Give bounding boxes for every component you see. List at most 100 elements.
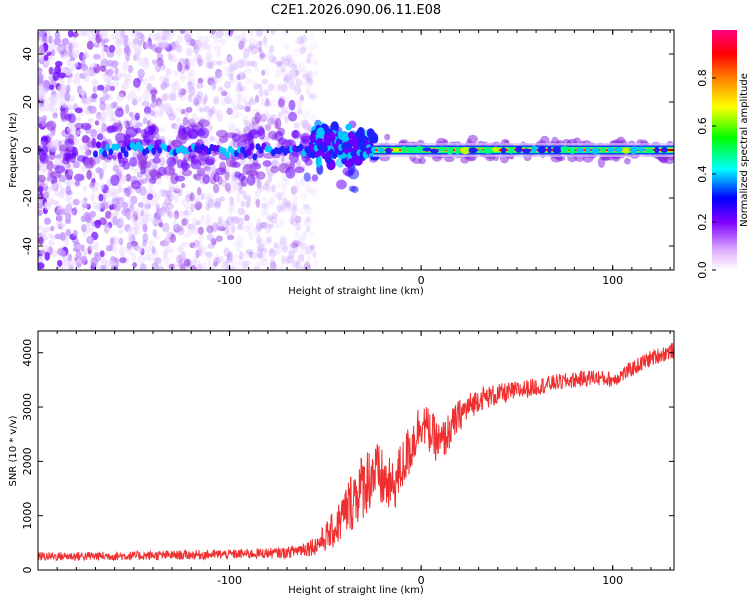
spectrogram-tone-blob xyxy=(422,147,432,152)
spectrogram-noise-cell xyxy=(241,38,247,45)
spectrogram-tone-blob xyxy=(607,147,614,153)
spectrogram-noise-cell xyxy=(169,202,174,212)
colorbar-tick-label: 0.2 xyxy=(696,213,709,231)
spectrogram-noise-cell xyxy=(120,84,126,90)
spectrogram-noise-cell xyxy=(227,204,234,211)
spectrogram-band-cell xyxy=(238,133,248,143)
spectrogram-noise-cell xyxy=(300,231,307,242)
spectrogram-ytick-label: 0 xyxy=(21,147,34,154)
spectrogram-noise-cell xyxy=(282,197,288,206)
spectrogram-noise-cell xyxy=(168,54,173,61)
spectrogram-noise-cell xyxy=(72,49,81,57)
spectrogram-noise-cell xyxy=(49,225,55,232)
spectrogram-noise-cell xyxy=(172,80,181,90)
spectrogram-noise-cell xyxy=(306,264,312,270)
spectrogram-noise-cell xyxy=(43,217,52,225)
spectrogram-noise-cell xyxy=(206,75,212,82)
spectrogram-noise-cell xyxy=(151,245,156,255)
spectrogram-tone-cell xyxy=(240,146,246,154)
spectrogram-noise-cell xyxy=(162,77,169,88)
spectrogram-noise-cell xyxy=(237,224,244,231)
spectrogram-noise-cell xyxy=(303,229,309,238)
spectrogram-noise-cell xyxy=(142,77,149,86)
spectrogram-noise-cell xyxy=(258,244,264,252)
spectrogram-noise-cell xyxy=(240,158,246,165)
spectrogram-noise-cell xyxy=(54,157,62,167)
spectrogram-noise-cell xyxy=(203,93,208,103)
spectrogram-noise-cell xyxy=(208,266,215,270)
spectrogram-noise-cell xyxy=(243,48,250,59)
spectrogram-noise-cell xyxy=(189,117,197,124)
spectrogram-tone-cell xyxy=(341,143,347,151)
spectrogram-noise-cell xyxy=(266,218,275,228)
spectrogram-noise-cell xyxy=(80,198,88,206)
snr-ytick-label: 0 xyxy=(21,567,34,574)
spectrogram-noise-cell xyxy=(310,33,315,44)
spectrogram-noise-cell xyxy=(111,75,120,81)
spectrogram-noise-cell xyxy=(165,106,172,113)
spectrogram-noise-cell xyxy=(292,199,299,209)
spectrogram-noise-cell xyxy=(165,106,174,117)
spectrogram-noise-cell xyxy=(291,260,300,268)
spectrogram-noise-cell xyxy=(93,61,98,68)
spectrogram-noise-cell xyxy=(126,185,132,196)
spectrogram-noise-cell xyxy=(204,192,213,201)
spectrogram-noise-cell xyxy=(236,35,244,42)
spectrogram-noise-cell xyxy=(165,208,170,217)
colorbar-tick-label: 0.4 xyxy=(696,165,709,183)
spectrogram-noise-cell xyxy=(307,206,313,216)
spectrogram-noise-cell xyxy=(152,217,160,227)
spectrogram-noise-cell xyxy=(280,106,288,115)
spectrogram-noise-cell xyxy=(265,225,271,235)
spectrogram-noise-cell xyxy=(240,96,247,103)
spectrogram-noise-cell xyxy=(274,182,281,188)
spectrogram-noise-cell xyxy=(171,42,176,51)
spectrogram-noise-cell xyxy=(197,187,202,196)
spectrogram-band-cell xyxy=(73,173,85,182)
spectrogram-noise-cell xyxy=(115,72,123,79)
spectrogram-noise-cell xyxy=(292,240,300,247)
spectrogram-noise-cell xyxy=(219,39,227,46)
spectrogram-noise-cell xyxy=(124,211,133,219)
spectrogram-noise-cell xyxy=(228,30,233,37)
spectrogram-noise-cell xyxy=(208,174,215,184)
spectrogram-noise-cell xyxy=(194,250,203,258)
spectrogram-noise-cell xyxy=(232,34,241,42)
spectrogram-noise-cell xyxy=(55,209,63,217)
spectrogram-noise-cell xyxy=(267,117,276,126)
spectrogram-noise-cell xyxy=(150,198,158,207)
spectrogram-noise-cell xyxy=(169,192,176,200)
spectrogram-noise-cell xyxy=(130,30,139,38)
spectrogram-noise-cell xyxy=(197,226,204,235)
spectrogram-noise-cell xyxy=(205,213,211,223)
spectrogram-noise-cell xyxy=(242,54,247,64)
spectrogram-noise-cell xyxy=(176,34,183,43)
spectrogram-noise-cell xyxy=(267,175,272,183)
spectrogram-noise-cell xyxy=(281,60,289,68)
spectrogram-noise-cell xyxy=(288,246,297,257)
spectrogram-noise-cell xyxy=(148,117,153,127)
spectrogram-noise-cell xyxy=(193,40,202,49)
spectrogram-noise-cell xyxy=(293,180,300,190)
spectrogram-noise-cell xyxy=(163,73,170,83)
spectrogram-noise-cell xyxy=(188,86,195,97)
spectrogram-noise-cell xyxy=(206,50,212,59)
spectrogram-noise-cell xyxy=(206,112,214,121)
spectrogram-tone-cell xyxy=(350,149,356,157)
spectrogram-noise-cell xyxy=(248,123,253,132)
spectrogram-noise-cell xyxy=(143,106,152,115)
spectrogram-tone-cell xyxy=(298,143,304,151)
spectrogram-noise-cell xyxy=(178,258,184,268)
spectrogram-noise-cell xyxy=(143,62,150,70)
spectrogram-noise-cell xyxy=(258,53,266,61)
spectrogram-noise-cell xyxy=(64,218,72,224)
spectrogram-noise-cell xyxy=(263,68,270,76)
spectrogram-noise-cell xyxy=(238,186,244,195)
snr-ytick-label: 2000 xyxy=(21,447,34,475)
spectrogram-noise-cell xyxy=(272,190,278,199)
spectrogram-noise-cell xyxy=(313,61,318,68)
spectrogram-marks xyxy=(38,30,674,270)
spectrogram-band-cell xyxy=(347,168,360,180)
spectrogram-band-cell xyxy=(166,157,177,167)
spectrogram-noise-cell xyxy=(162,249,168,260)
